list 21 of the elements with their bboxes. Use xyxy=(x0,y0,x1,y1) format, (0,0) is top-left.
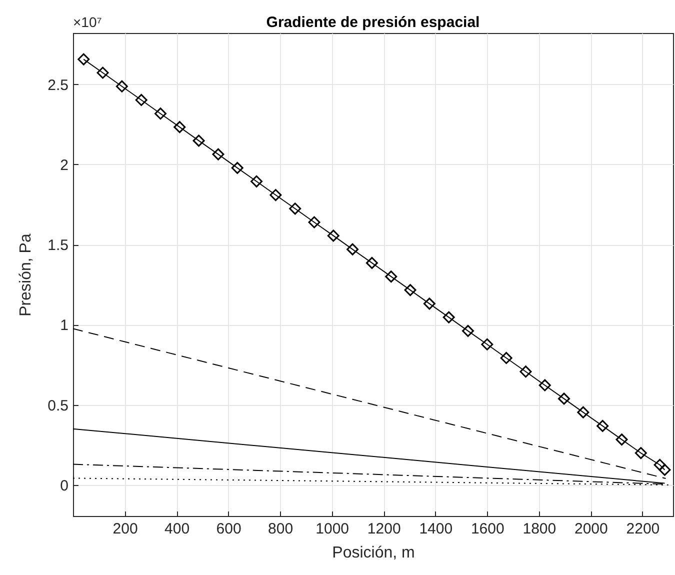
text: ×10⁷ xyxy=(73,14,102,30)
y-axis-title: Presión, Pa xyxy=(18,234,35,316)
x-tick-label: 200 xyxy=(112,520,138,538)
chart-title: Gradiente de presión espacial xyxy=(266,14,480,31)
x-tick-label: 400 xyxy=(164,520,190,538)
x-tick-label: 1800 xyxy=(522,520,556,538)
y-tick-label: 0 xyxy=(60,477,68,494)
x-tick-label: 1400 xyxy=(419,520,453,538)
x-tick-label: 600 xyxy=(216,520,242,538)
y-tick-label: 2.5 xyxy=(48,76,68,94)
x-tick-label: 1000 xyxy=(316,520,350,538)
y-tick-label: 1.5 xyxy=(48,237,68,254)
y-tick-label: 0.5 xyxy=(48,397,68,414)
y-tick-label: 2 xyxy=(60,156,68,174)
x-tick-label: 800 xyxy=(268,520,294,538)
x-tick-label: 2200 xyxy=(626,520,660,538)
x-tick-label: 1200 xyxy=(367,520,401,538)
x-tick-label: 2000 xyxy=(574,520,608,538)
y-tick-label: 1 xyxy=(60,317,68,334)
x-tick-label: 1600 xyxy=(470,520,504,538)
x-axis-title: Posición, m xyxy=(332,544,415,562)
